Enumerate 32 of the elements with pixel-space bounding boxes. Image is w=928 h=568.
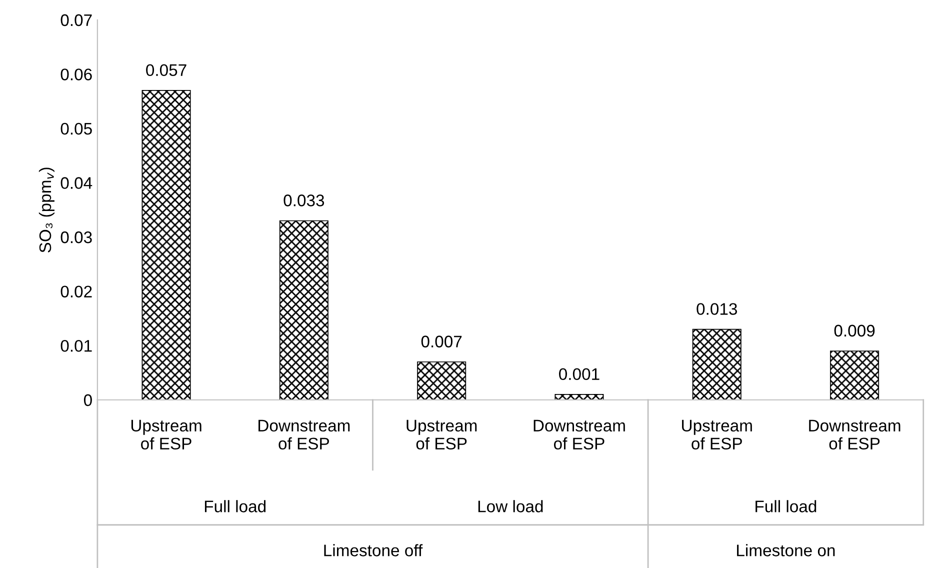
y-tick-label: 0.07 (60, 14, 92, 26)
x-tick-label: Upstream of ESP (131, 420, 202, 450)
y-tick-label: 0 (84, 394, 92, 406)
data-label: 0.013 (696, 303, 738, 315)
bar (417, 361, 466, 400)
bar (692, 328, 742, 400)
bar (279, 220, 328, 400)
x-tick-label: Downstream of ESP (809, 420, 900, 450)
data-label: 0.009 (834, 324, 875, 337)
text: Low load (478, 500, 543, 512)
text: Limestone on (737, 544, 835, 556)
text: Full load (756, 500, 816, 512)
y-tick-label: 0.04 (60, 177, 92, 189)
data-label: 0.057 (146, 64, 186, 76)
y-tick-label: 0.05 (60, 122, 92, 135)
data-label: 0.007 (421, 336, 462, 348)
y-tick-label: 0.03 (60, 231, 92, 244)
bar (142, 90, 191, 400)
bar (554, 394, 604, 400)
data-label: 0.001 (559, 368, 600, 380)
x-tick-label: Upstream of ESP (406, 420, 477, 450)
data-label: 0.033 (284, 194, 324, 206)
y-tick-label: 0.06 (60, 68, 92, 80)
text: Limestone off (324, 544, 423, 556)
x-tick-label: Downstream of ESP (534, 420, 625, 450)
x-tick-label: Upstream of ESP (682, 420, 752, 450)
x-tick-label: Downstream of ESP (258, 420, 350, 450)
y-tick-label: 0.02 (60, 286, 92, 298)
y-axis-title: SO₃ (ppm$_{v}$) (38, 168, 54, 252)
y-tick-label: 0.01 (60, 340, 92, 352)
bar (830, 350, 880, 400)
text: Full load (204, 500, 266, 512)
